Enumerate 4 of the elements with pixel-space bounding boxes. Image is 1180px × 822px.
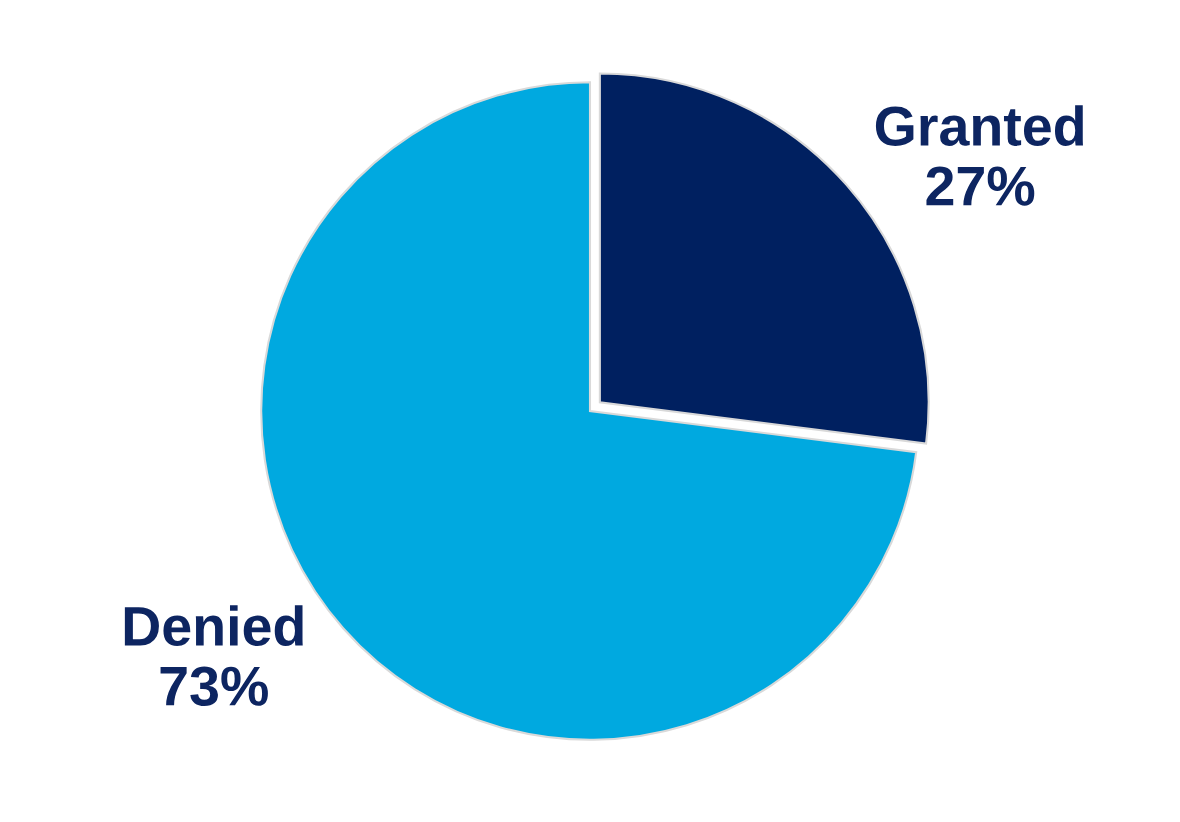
data-label: 27% [926, 166, 1035, 206]
slice-label: Granted [875, 105, 1083, 146]
slice-label: Denied [124, 605, 303, 647]
data-label: 73% [160, 666, 268, 706]
